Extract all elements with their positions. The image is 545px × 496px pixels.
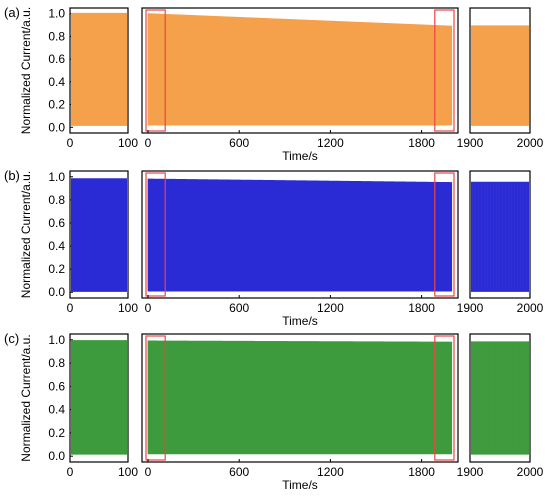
panel-b-main-series [147,178,453,292]
panel-c-left-inset-frame [69,333,129,463]
panel-c-right-inset-frame [469,333,531,463]
panel-b-xlabel: Time/s [282,314,318,328]
panel-c-main-series [147,340,453,455]
panel-c-ytick-label: 1.0 [48,333,65,347]
panel-b-highlight-window [434,172,455,297]
panel-c-right-series [471,341,529,455]
panel-b-main-xtick-label: 1800 [408,301,435,315]
panel-a-ytick-label: 0.8 [48,29,65,43]
panel-b-ytick-label: 0.2 [48,262,65,276]
panel-b-ytick-label: 1.0 [48,170,65,184]
panel-a-left-xtick-label: 100 [118,136,138,150]
panel-a-ytick-label: 0.4 [48,75,65,89]
panel-a-highlight-window [434,9,455,132]
panel-c-left-xtick-label: 0 [67,465,74,479]
panel-b-left-xtick-label: 100 [118,301,138,315]
panel-a-main-xtick-label: 1200 [317,136,344,150]
panel-a-right-series [471,25,529,126]
panel-a-main-series [147,13,453,126]
panel-b-label: (b) [4,168,20,183]
panel-c-main-frame [141,333,459,463]
panel-c-ytick-label: 0.0 [48,449,65,463]
panel-c-highlight-window [145,335,166,461]
panel-a-label: (a) [4,5,20,20]
panel-c-left-xtick-label: 100 [118,465,138,479]
panel-c-ytick-label: 0.8 [48,356,65,370]
panel-b-main-xtick-label: 600 [229,301,249,315]
panel-b-left-xtick-label: 0 [67,301,74,315]
panel-a-left-inset-frame [69,7,129,134]
panel-b-right-inset-frame [469,170,531,299]
panel-b-ytick-label: 0.4 [48,239,65,253]
panel-a-ytick-label: 0.6 [48,52,65,66]
panel-c-main-xtick-label: 1800 [408,465,435,479]
panel-a-highlight-window [145,9,166,132]
panel-c-ytick-label: 0.2 [48,426,65,440]
panel-c-main-xtick-label: 1200 [317,465,344,479]
panel-c-ytick-label: 0.4 [48,403,65,417]
panel-c-main-xtick-label: 0 [145,465,152,479]
panel-b-ytick-label: 0.6 [48,216,65,230]
panel-b-main-xtick-label: 1200 [317,301,344,315]
panel-c-highlight-window [434,335,455,461]
panel-a-ytick-label: 1.0 [48,7,65,21]
panel-a-main-xtick-label: 1800 [408,136,435,150]
panel-a-left-xtick-label: 0 [67,136,74,150]
panel-a-left-series [71,12,127,126]
panel-c-main-xtick-label: 600 [229,465,249,479]
panel-a-ytick-label: 0.0 [48,120,65,134]
panel-a-right-xtick-label: 2000 [517,136,544,150]
panel-a-right-inset-frame [469,7,531,134]
panel-b-right-series [471,181,529,292]
panel-a-ytick-label: 0.2 [48,98,65,112]
panel-b-right-xtick-label: 1900 [457,301,484,315]
panel-b-ytick-label: 0.0 [48,285,65,299]
panel-b-ytick-label: 0.8 [48,193,65,207]
panel-b-ylabel: Normalized Current/a.u. [19,171,33,298]
panel-c-ylabel: Normalized Current/a.u. [19,334,33,461]
panel-a-xlabel: Time/s [282,149,318,163]
panel-c-left-series [71,340,127,455]
panel-b-left-series [71,178,127,292]
panel-a-right-xtick-label: 1900 [457,136,484,150]
panel-a-main-frame [141,7,459,134]
panel-a-main-xtick-label: 600 [229,136,249,150]
panel-b-main-xtick-label: 0 [145,301,152,315]
panel-b-main-frame [141,170,459,299]
panel-c-xlabel: Time/s [282,478,318,492]
panel-a-ylabel: Normalized Current/a.u. [19,7,33,134]
panel-b-left-inset-frame [69,170,129,299]
panel-a-main-xtick-label: 0 [145,136,152,150]
panel-c-right-xtick-label: 1900 [457,465,484,479]
panel-b-right-xtick-label: 2000 [517,301,544,315]
panel-c-right-xtick-label: 2000 [517,465,544,479]
panel-b-highlight-window [145,172,166,297]
panel-c-ytick-label: 0.6 [48,379,65,393]
panel-c-label: (c) [4,331,19,346]
